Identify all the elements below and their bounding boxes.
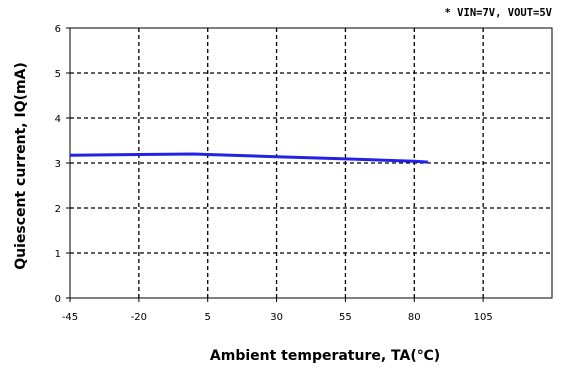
x-tick-label: 30 (270, 312, 283, 323)
x-axis-title: Ambient temperature, TA(℃) (210, 348, 440, 364)
x-tick-label: 80 (408, 312, 421, 323)
chart-annotation: * VIN=7V, VOUT=5V (445, 7, 553, 19)
y-tick-label: 3 (55, 159, 61, 170)
y-tick-label: 6 (55, 24, 61, 35)
y-tick-label: 1 (55, 249, 61, 260)
series-layer (69, 152, 429, 164)
y-tick-label: 4 (55, 114, 61, 125)
x-tick-label: -45 (62, 312, 78, 323)
series-line (69, 152, 429, 164)
y-tick-label: 5 (55, 69, 61, 80)
y-tick-label: 0 (55, 294, 61, 305)
x-tick-label: 5 (205, 312, 211, 323)
y-tick-label: 2 (55, 204, 61, 215)
y-axis-ticks: 0 1 2 3 4 5 6 (55, 24, 70, 305)
x-tick-label: 55 (339, 312, 352, 323)
grid (70, 28, 552, 298)
x-tick-label: 105 (474, 312, 493, 323)
y-axis-title: Quiescent current, IQ(mA) (13, 62, 29, 270)
x-axis-ticks: -45 -20 5 30 55 80 105 (62, 298, 493, 323)
x-tick-label: -20 (131, 312, 147, 323)
